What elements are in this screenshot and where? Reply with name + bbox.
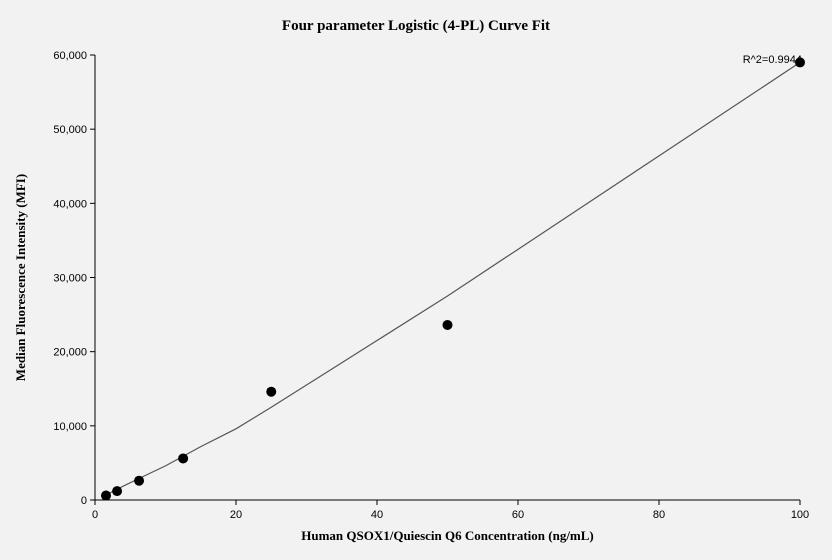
x-tick-label: 80 xyxy=(653,509,665,521)
y-tick-label: 60,000 xyxy=(53,50,87,62)
x-tick-label: 20 xyxy=(230,509,242,521)
data-point xyxy=(112,486,122,496)
y-axis-label: Median Fluorescence Intensity (MFI) xyxy=(13,174,28,381)
data-point xyxy=(134,476,144,486)
data-point xyxy=(443,320,453,330)
x-tick-label: 60 xyxy=(512,509,524,521)
x-tick-label: 0 xyxy=(92,509,98,521)
chart-bg xyxy=(0,0,832,560)
y-tick-label: 40,000 xyxy=(53,198,87,210)
chart-title: Four parameter Logistic (4-PL) Curve Fit xyxy=(282,18,550,34)
data-point xyxy=(178,453,188,463)
x-tick-label: 100 xyxy=(791,509,809,521)
y-tick-label: 50,000 xyxy=(53,124,87,136)
y-tick-label: 30,000 xyxy=(53,273,87,285)
y-tick-label: 0 xyxy=(81,495,87,507)
x-tick-label: 40 xyxy=(371,509,383,521)
chart-svg: Four parameter Logistic (4-PL) Curve Fit… xyxy=(0,0,832,560)
chart-container: Four parameter Logistic (4-PL) Curve Fit… xyxy=(0,0,832,560)
x-axis-label: Human QSOX1/Quiescin Q6 Concentration (n… xyxy=(301,528,594,543)
data-point xyxy=(266,387,276,397)
y-tick-label: 10,000 xyxy=(53,421,87,433)
r-squared-annotation: R^2=0.9944 xyxy=(743,54,802,66)
y-tick-label: 20,000 xyxy=(53,347,87,359)
data-point xyxy=(101,491,111,501)
